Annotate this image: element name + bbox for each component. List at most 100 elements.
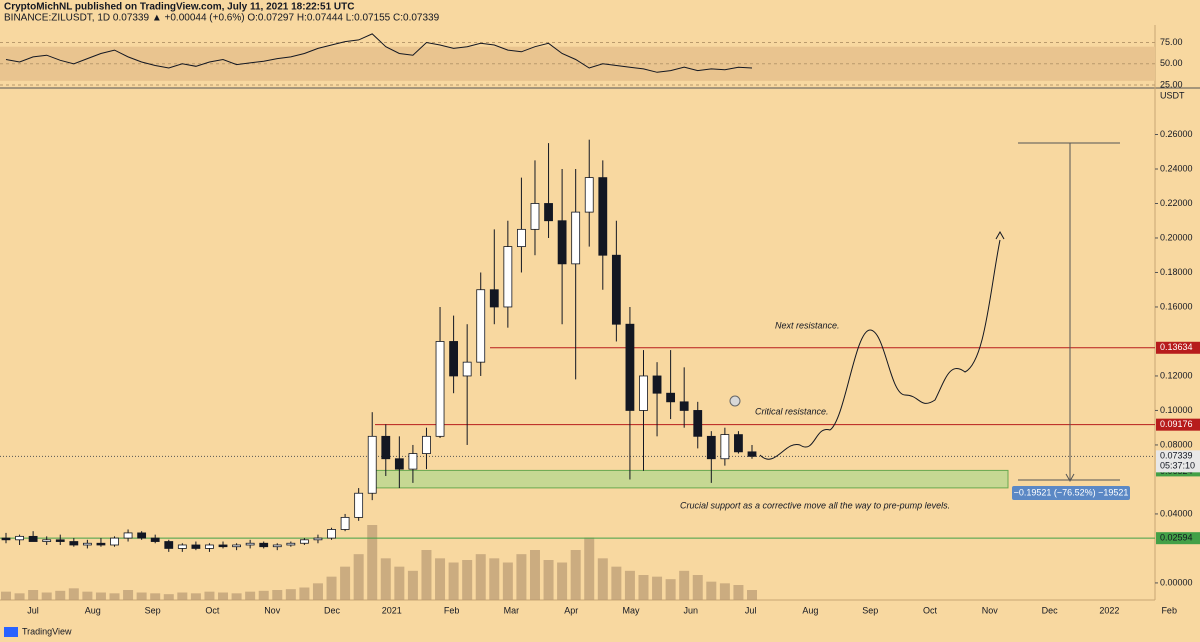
candle-body bbox=[232, 544, 241, 548]
candle-body bbox=[517, 228, 526, 248]
volume-bar bbox=[204, 591, 215, 600]
volume-bar bbox=[136, 592, 147, 600]
candle-body bbox=[55, 539, 65, 542]
candle-body bbox=[327, 529, 336, 539]
x-tick-label: Nov bbox=[264, 605, 281, 615]
x-tick-label: Sep bbox=[862, 605, 878, 615]
volume-bar bbox=[611, 566, 622, 600]
volume-bar bbox=[1, 591, 11, 600]
y-tick-label: 0.18000 bbox=[1160, 267, 1193, 277]
volume-bar bbox=[68, 588, 79, 600]
x-tick-label: Aug bbox=[85, 605, 101, 615]
volume-bar bbox=[394, 566, 405, 600]
candle-body bbox=[191, 544, 201, 549]
volume-bar bbox=[719, 583, 730, 600]
candle-body bbox=[734, 434, 743, 453]
level-label: 0.09176 bbox=[1160, 419, 1193, 429]
candle-body bbox=[272, 544, 282, 548]
candle-body bbox=[394, 458, 404, 470]
current-tag bbox=[1156, 450, 1200, 473]
level-tag bbox=[1156, 532, 1200, 545]
candle-body bbox=[96, 542, 106, 546]
y-tick-label: 0.10000 bbox=[1160, 405, 1193, 415]
candle-body bbox=[82, 542, 92, 546]
x-tick-label: Jun bbox=[684, 605, 699, 615]
volume-bar bbox=[679, 570, 690, 600]
y-tick-label: 0.04000 bbox=[1160, 508, 1193, 518]
volume-bar bbox=[41, 592, 52, 600]
x-tick-label: Jul bbox=[745, 605, 757, 615]
projection-path bbox=[759, 239, 1001, 460]
x-tick-label: Jul bbox=[27, 605, 39, 615]
volume-bar bbox=[150, 593, 161, 600]
x-tick-label: Feb bbox=[444, 605, 460, 615]
y-tick-label: 0.08000 bbox=[1160, 439, 1193, 449]
current-price-label: 0.07339 bbox=[1160, 451, 1193, 461]
volume-bar bbox=[529, 550, 540, 600]
volume-bar bbox=[299, 587, 310, 600]
volume-bar bbox=[285, 589, 296, 600]
x-tick-label: May bbox=[622, 605, 640, 615]
volume-bar bbox=[516, 554, 527, 600]
candle-body bbox=[408, 453, 418, 470]
measure-arrow bbox=[1065, 473, 1075, 483]
x-tick-label: Nov bbox=[982, 605, 999, 615]
candle-body bbox=[367, 435, 377, 494]
candle-body bbox=[544, 203, 553, 222]
volume-bar bbox=[312, 583, 323, 600]
volume-bar bbox=[367, 525, 378, 600]
candle-body bbox=[354, 492, 364, 518]
projection-arrow bbox=[995, 230, 1005, 240]
volume-bar bbox=[706, 581, 717, 600]
volume-bar bbox=[543, 560, 554, 600]
measure-box bbox=[1012, 486, 1130, 500]
volume-bar bbox=[462, 560, 473, 600]
volume-bar bbox=[190, 593, 201, 600]
candle-body bbox=[313, 537, 323, 541]
candle-body bbox=[598, 177, 608, 256]
candle-body bbox=[503, 246, 513, 308]
volume-bar bbox=[624, 570, 635, 600]
footer: TradingView bbox=[22, 626, 72, 636]
candle-body bbox=[462, 361, 472, 377]
volume-bar bbox=[55, 590, 66, 600]
volume-bar bbox=[163, 594, 174, 600]
x-tick-label: Feb bbox=[1161, 605, 1177, 615]
candle-body bbox=[571, 211, 581, 265]
countdown-label: 05:37:10 bbox=[1160, 461, 1195, 471]
y-tick-label: 0.16000 bbox=[1160, 301, 1193, 311]
candle-body bbox=[259, 542, 269, 548]
volume-bar bbox=[95, 592, 106, 600]
candle-body bbox=[218, 544, 228, 548]
volume-bar bbox=[489, 558, 500, 600]
candle-body bbox=[706, 435, 716, 460]
candle-body bbox=[693, 410, 703, 437]
volume-bar bbox=[380, 558, 391, 600]
level-tag bbox=[1156, 418, 1200, 431]
level-tag bbox=[1156, 341, 1200, 354]
support-zone bbox=[371, 469, 1009, 489]
volume-bar bbox=[435, 558, 446, 600]
rsi-tick-label: 25.00 bbox=[1160, 79, 1183, 89]
x-tick-label: Dec bbox=[1042, 605, 1059, 615]
volume-bar bbox=[231, 593, 242, 600]
y-tick-label: 0.20000 bbox=[1160, 232, 1193, 242]
volume-bar bbox=[14, 593, 25, 600]
x-tick-label: Oct bbox=[923, 605, 938, 615]
level-label: 0.13634 bbox=[1160, 342, 1193, 352]
candle-body bbox=[747, 451, 757, 457]
volume-bar bbox=[557, 562, 568, 600]
volume-bar bbox=[692, 575, 703, 600]
volume-bar bbox=[570, 550, 581, 600]
rsi-line bbox=[5, 33, 753, 73]
rsi-tick-label: 50.00 bbox=[1160, 58, 1183, 68]
volume-bar bbox=[272, 590, 283, 600]
candle-body bbox=[584, 177, 594, 213]
candle-body bbox=[286, 542, 296, 546]
candle-body bbox=[123, 532, 133, 539]
candle-body bbox=[42, 539, 52, 542]
candle-body bbox=[164, 541, 174, 549]
candle-body bbox=[340, 516, 350, 530]
